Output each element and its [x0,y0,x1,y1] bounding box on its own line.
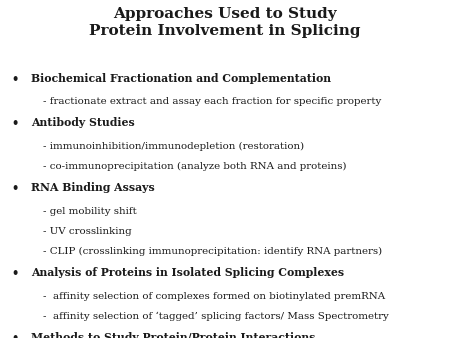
Text: Methods to Study Protein/Protein Interactions: Methods to Study Protein/Protein Interac… [31,332,315,338]
Text: Antibody Studies: Antibody Studies [31,117,135,128]
Text: •: • [11,73,18,86]
Text: - fractionate extract and assay each fraction for specific property: - fractionate extract and assay each fra… [43,97,381,106]
Text: - immunoinhibition/immunodepletion (restoration): - immunoinhibition/immunodepletion (rest… [43,142,304,151]
Text: Analysis of Proteins in Isolated Splicing Complexes: Analysis of Proteins in Isolated Splicin… [31,267,344,279]
Text: •: • [11,332,18,338]
Text: -  affinity selection of complexes formed on biotinylated premRNA: - affinity selection of complexes formed… [43,292,385,301]
Text: •: • [11,117,18,130]
Text: •: • [11,267,18,280]
Text: - CLIP (crosslinking immunoprecipitation: identify RNA partners): - CLIP (crosslinking immunoprecipitation… [43,247,382,256]
Text: - gel mobility shift: - gel mobility shift [43,207,136,216]
Text: Approaches Used to Study
Protein Involvement in Splicing: Approaches Used to Study Protein Involve… [89,7,361,38]
Text: -  affinity selection of ‘tagged’ splicing factors/ Mass Spectrometry: - affinity selection of ‘tagged’ splicin… [43,312,388,321]
Text: RNA Binding Assays: RNA Binding Assays [31,182,154,193]
Text: - UV crosslinking: - UV crosslinking [43,227,131,236]
Text: Biochemical Fractionation and Complementation: Biochemical Fractionation and Complement… [31,73,331,84]
Text: •: • [11,182,18,195]
Text: - co-immunoprecipitation (analyze both RNA and proteins): - co-immunoprecipitation (analyze both R… [43,162,346,171]
